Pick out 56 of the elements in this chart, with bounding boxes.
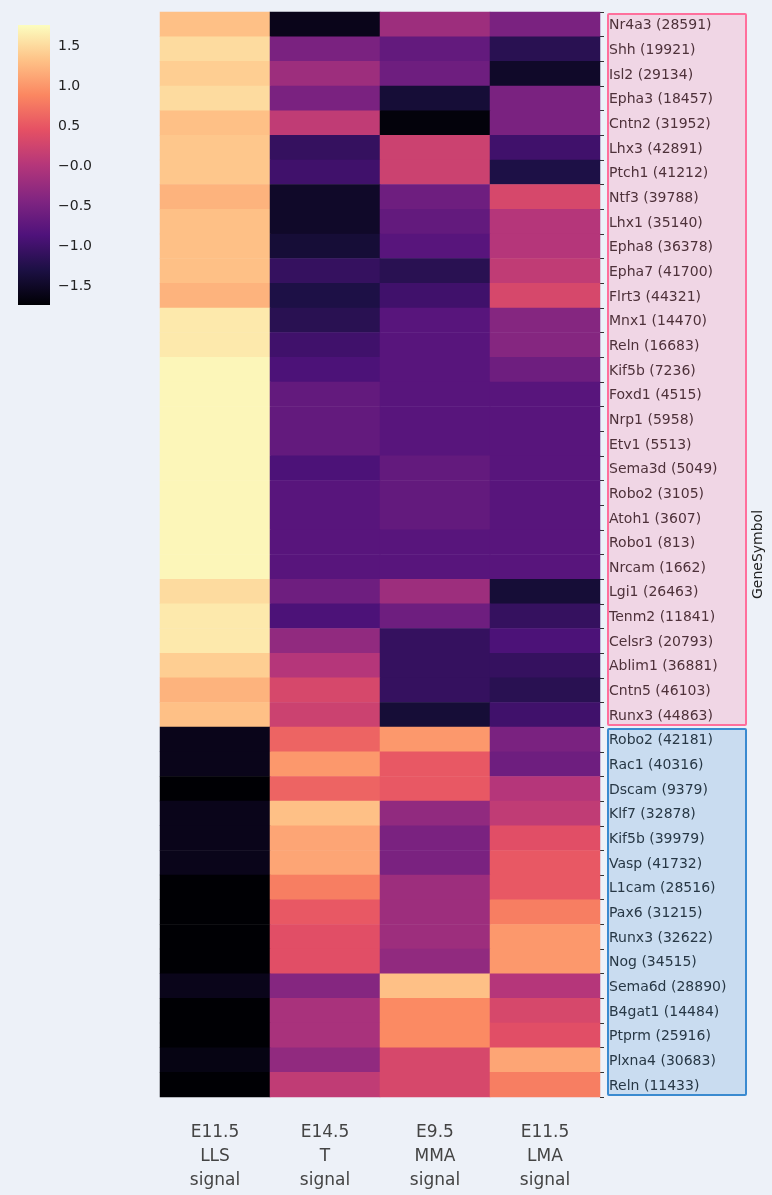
- color-bar-label: −1.5: [58, 277, 92, 293]
- y-tick-label: Atoh1 (3607): [609, 509, 702, 526]
- y-tick-label: Robo1 (813): [609, 534, 696, 551]
- y-tick-label: Plxna4 (30683): [609, 1052, 716, 1069]
- y-tick-label: Rac1 (40316): [609, 756, 704, 773]
- color-bar-label: −0.5: [58, 197, 92, 213]
- y-tick-label: Foxd1 (4515): [609, 386, 702, 403]
- color-bar-label: −1.0: [58, 237, 92, 253]
- x-tick-label: E11.5 LMA signal: [519, 1121, 571, 1189]
- y-tick-label: Sema3d (5049): [609, 460, 718, 477]
- y-tick-label: Klf7 (32878): [609, 805, 696, 822]
- y-tick-label: Nr4a3 (28591): [609, 16, 712, 33]
- y-tick-label: Ntf3 (39788): [609, 188, 699, 205]
- y-tick-label: Ablim1 (36881): [609, 657, 718, 674]
- y-tick-label: Flrt3 (44321): [609, 287, 702, 304]
- y-tick-label: Runx3 (32622): [609, 928, 713, 945]
- x-tick-label: E11.5 LLS signal: [189, 1121, 241, 1189]
- y-tick-label: Cntn2 (31952): [609, 114, 711, 131]
- y-tick-label: Reln (16683): [609, 336, 700, 353]
- color-bar-label: −0.0: [58, 157, 92, 173]
- y-tick-label: Tenm2 (11841): [608, 608, 716, 625]
- color-bar-label: 0.5: [58, 117, 81, 133]
- y-tick-label: Pax6 (31215): [609, 904, 703, 921]
- x-tick-label: E9.5 MMA signal: [409, 1121, 461, 1189]
- y-tick-label: Robo2 (42181): [609, 731, 713, 748]
- y-tick-label: Epha3 (18457): [609, 90, 714, 107]
- y-tick-label: Nrp1 (5958): [609, 410, 695, 427]
- y-tick-label: Celsr3 (20793): [609, 632, 714, 649]
- y-tick-label: Isl2 (29134): [609, 65, 694, 82]
- color-bar-label: 1.5: [58, 37, 81, 53]
- y-tick-label: Vasp (41732): [609, 854, 703, 871]
- y-tick-label: Runx3 (44863): [609, 706, 713, 723]
- y-tick-label: Shh (19921): [609, 40, 696, 57]
- color-bar-label: 1.0: [58, 77, 81, 93]
- y-tick-label: Kif5b (7236): [609, 361, 696, 378]
- y-tick-label: Dscam (9379): [609, 780, 708, 797]
- y-tick-label: Lgi1 (26463): [609, 583, 699, 600]
- y-tick-label: Lhx1 (35140): [609, 213, 703, 230]
- y-tick-label: Kif5b (39979): [609, 830, 705, 847]
- y-tick-label: Cntn5 (46103): [609, 682, 711, 699]
- y-tick-label: Ptch1 (41212): [609, 164, 709, 181]
- y-tick-label: Reln (11433): [609, 1076, 700, 1093]
- y-tick-label: L1cam (28516): [609, 879, 716, 896]
- y-tick-label: Robo2 (3105): [609, 484, 705, 501]
- y-tick-label: Mnx1 (14470): [609, 312, 708, 329]
- y-tick-label: Epha8 (36378): [609, 238, 714, 255]
- y-tick-label: Ptprm (25916): [609, 1027, 711, 1044]
- x-tick-label: E14.5 T signal: [299, 1121, 351, 1189]
- y-tick-label: B4gat1 (14484): [609, 1002, 720, 1019]
- y-tick-label: Etv1 (5513): [609, 435, 692, 452]
- y-tick-label: Epha7 (41700): [609, 262, 714, 279]
- y-tick-label: Nrcam (1662): [609, 558, 706, 575]
- y-tick-label: Sema6d (28890): [609, 978, 727, 995]
- y-tick-label: Nog (34515): [609, 953, 697, 970]
- y-tick-label: Lhx3 (42891): [609, 139, 703, 156]
- y2-axis-title: GeneSymbol: [749, 509, 765, 600]
